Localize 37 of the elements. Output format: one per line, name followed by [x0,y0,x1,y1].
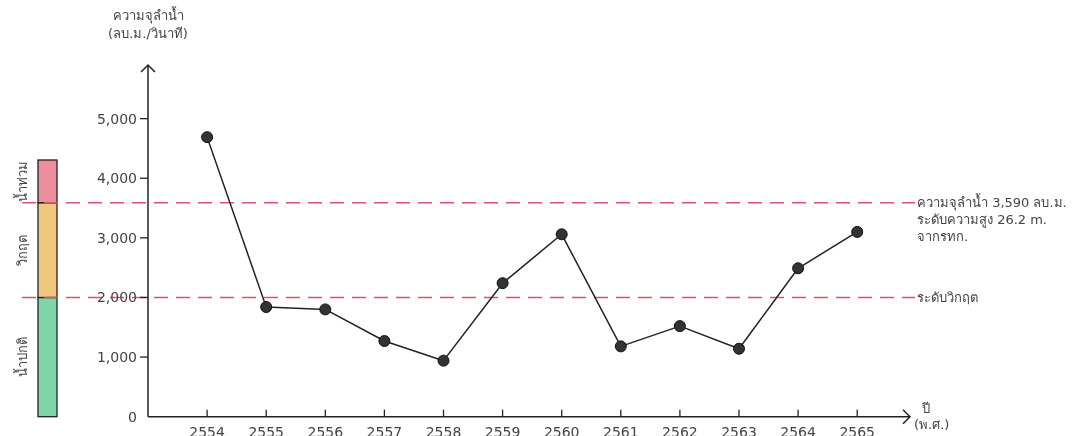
point [319,303,332,316]
x-tick-label: 2560 [543,423,580,436]
x-tick-label: 2558 [425,423,462,436]
x-tick-label: 2556 [307,423,344,436]
point [201,131,214,144]
x-tick-label: 2564 [780,423,816,436]
ref-line-label: ความจุลำน้ำ 3,590 ลบ.ม. ระดับความสูง 26.2 m. จากรทก. [917,193,1067,245]
text: น้ำปกติ [13,337,30,378]
x-tick-label: 2561 [602,423,639,436]
point [614,340,627,353]
text: วิกฤต [15,234,30,267]
x-axis-title: ปี (พ.ศ.) [914,400,950,432]
x-tick-label: 2563 [721,423,757,436]
point [673,320,686,333]
x-tick-label: 2559 [484,423,521,436]
x-tick-label: 2565 [839,423,876,436]
y-tick-label: 4,000 [96,170,137,187]
point [378,335,391,347]
text: น้ำท่วม [13,160,30,202]
x-tick-label: 2554 [189,423,225,436]
y-tick-label: 5,000 [96,110,137,127]
x-tick-label: 2562 [662,423,698,436]
y-tick-label: 0 [128,408,137,425]
point [437,354,450,367]
y-tick-label: 2,000 [96,289,137,306]
point [555,228,568,241]
point [792,262,805,275]
y-axis-title: ความจุลำน้ำ (ลบ.ม./วินาที) [108,6,188,41]
x-tick-label: 2555 [248,423,285,436]
y-tick-label: 3,000 [96,229,137,246]
ref-line-label: ระดับวิกฤต [917,289,978,305]
point [496,277,509,290]
x-tick-label: 2557 [366,423,403,436]
point [851,225,864,238]
point [260,301,273,314]
point [733,342,745,355]
y-tick-label: 1,000 [96,349,137,366]
